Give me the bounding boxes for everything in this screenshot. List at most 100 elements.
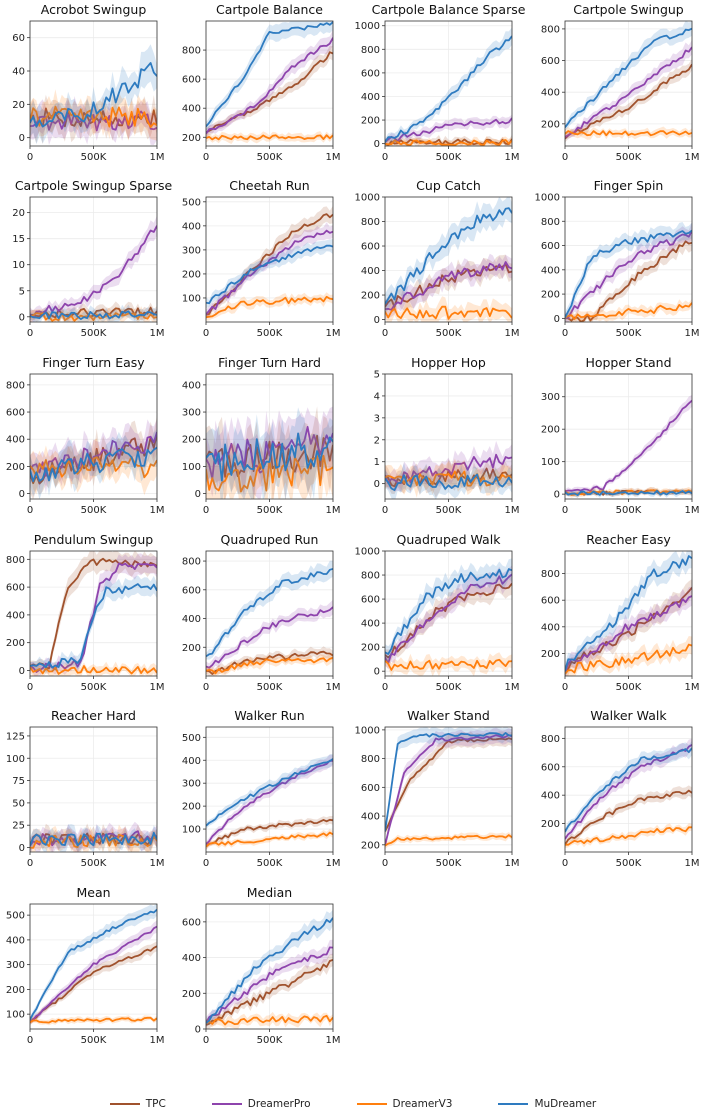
panel-hopper-hop: Hopper Hop 0 1 2 3 4 5 0 500K 1M xyxy=(374,355,520,516)
y-tick-label: 800 xyxy=(541,734,560,745)
x-tick-label: 500K xyxy=(616,682,642,693)
x-tick-label: 0 xyxy=(203,858,209,869)
y-tick-label: 4 xyxy=(374,391,380,402)
y-tick-label: 20 xyxy=(12,208,25,219)
y-tick-label: 400 xyxy=(182,756,201,767)
y-tick-label: 1000 xyxy=(355,193,380,204)
panel-title-cup-catch: Cup Catch xyxy=(416,178,481,193)
series-line-quadruped-walk-dreamerv3 xyxy=(385,658,512,671)
x-tick-label: 500K xyxy=(257,682,283,693)
y-tick-label: 0 xyxy=(374,139,380,150)
band-quadruped-run-mudreamer xyxy=(206,560,333,660)
y-tick-label: 15 xyxy=(12,234,25,245)
panel-cartpole-swingup-sparse: Cartpole Swingup Sparse 0 5 10 15 20 0 500K 1M xyxy=(12,178,172,339)
y-tick-label: 200 xyxy=(6,462,25,473)
x-tick-label: 0 xyxy=(382,505,388,516)
panel-finger-turn-easy: Finger Turn Easy 0 200 400 600 800 0 500K 1M xyxy=(6,355,165,516)
panel-title-walker-walk: Walker Walk xyxy=(590,708,667,723)
y-tick-label: 400 xyxy=(541,622,560,633)
band-walker-run-dreamerpro xyxy=(206,754,333,847)
band-acrobot-swingup-mudreamer xyxy=(30,44,157,145)
y-tick-label: 0 xyxy=(374,667,380,678)
panel-median: Median 0 200 400 600 0 500K 1M xyxy=(182,885,341,1046)
x-tick-label: 1M xyxy=(685,152,700,163)
x-tick-label: 0 xyxy=(562,328,568,339)
legend-item-mudreamer: MuDreamer xyxy=(498,1098,596,1110)
series-line-hopper-stand-dreamerpro xyxy=(565,399,692,493)
series-line-reacher-easy-dreamerv3 xyxy=(565,643,692,675)
y-tick-label: 400 xyxy=(6,610,25,621)
band-reacher-easy-dreamerv3 xyxy=(565,636,692,676)
x-tick-label: 1M xyxy=(150,858,165,869)
band-cartpole-swingup-sparse-tpc xyxy=(30,301,157,322)
panel-title-acrobot-swingup: Acrobot Swingup xyxy=(41,2,147,17)
panel-cup-catch: Cup Catch 0 200 400 600 800 1000 0 500K 1M xyxy=(355,178,520,339)
band-walker-walk-dreamerpro xyxy=(565,738,692,842)
y-tick-label: 500 xyxy=(182,733,201,744)
panel-cartpole-swingup: Cartpole Swingup 200 400 600 800 0 500K 1M xyxy=(541,2,700,163)
series-line-walker-run-mudreamer xyxy=(206,758,333,827)
series-line-cartpole-balance-sparse-tpc xyxy=(385,138,512,146)
series-line-reacher-hard-mudreamer xyxy=(30,831,157,847)
series-line-walker-run-dreamerv3 xyxy=(206,831,333,848)
band-walker-stand-dreamerv3 xyxy=(385,832,512,850)
x-tick-label: 500K xyxy=(436,682,462,693)
y-tick-label: 1000 xyxy=(355,547,380,558)
y-tick-label: 300 xyxy=(182,408,201,419)
x-tick-label: 500K xyxy=(81,1035,107,1046)
legend-swatch-tpc xyxy=(109,1102,140,1106)
y-tick-label: 0 xyxy=(195,1025,201,1036)
series-line-quadruped-walk-dreamerpro xyxy=(385,573,512,665)
y-tick-label: 600 xyxy=(541,56,560,67)
y-tick-label: 400 xyxy=(182,104,201,115)
y-tick-label: 300 xyxy=(541,392,560,403)
x-tick-label: 1M xyxy=(505,682,520,693)
series-line-cartpole-balance-sparse-dreamerv3 xyxy=(385,139,512,146)
y-tick-label: 800 xyxy=(361,571,380,582)
y-tick-label: 20 xyxy=(12,100,25,111)
panel-title-cartpole-swingup-sparse: Cartpole Swingup Sparse xyxy=(15,178,173,193)
series-line-cup-catch-tpc xyxy=(385,263,512,308)
y-tick-label: 100 xyxy=(6,754,25,765)
y-tick-label: 1000 xyxy=(535,193,560,204)
panel-title-walker-run: Walker Run xyxy=(234,708,304,723)
band-reacher-easy-dreamerpro xyxy=(565,586,692,676)
y-tick-label: 400 xyxy=(182,221,201,232)
panel-quadruped-walk: Quadruped Walk 0 200 400 600 800 1000 0 500K 1M xyxy=(355,532,520,693)
x-tick-label: 500K xyxy=(257,328,283,339)
band-cheetah-run-dreamerpro xyxy=(206,222,333,320)
x-tick-label: 500K xyxy=(257,1035,283,1046)
y-tick-label: 200 xyxy=(361,116,380,127)
band-quadruped-walk-dreamerv3 xyxy=(385,652,512,676)
legend-swatch-dreamerpro xyxy=(211,1102,242,1106)
y-tick-label: 400 xyxy=(361,619,380,630)
y-tick-label: 200 xyxy=(361,840,380,851)
y-tick-label: 200 xyxy=(541,819,560,830)
series-line-pendulum-swingup-tpc xyxy=(30,557,157,670)
y-tick-label: 60 xyxy=(12,33,25,44)
y-tick-label: 200 xyxy=(182,802,201,813)
legend: TPC DreamerPro DreamerV3 MuDreamer xyxy=(0,1093,706,1115)
panel-finger-spin: Finger Spin 0 200 400 600 800 1000 0 500K 1M xyxy=(535,178,700,339)
y-tick-label: 200 xyxy=(182,435,201,446)
series-line-cartpole-balance-sparse-dreamerpro xyxy=(385,117,512,143)
y-tick-label: 300 xyxy=(182,245,201,256)
series-line-cheetah-run-dreamerv3 xyxy=(206,295,333,319)
x-tick-label: 0 xyxy=(382,328,388,339)
series-line-acrobot-swingup-dreamerv3 xyxy=(30,105,157,128)
x-tick-label: 500K xyxy=(81,328,107,339)
series-line-walker-stand-mudreamer xyxy=(385,732,512,832)
y-tick-label: 0 xyxy=(195,489,201,500)
series-line-median-dreamerv3 xyxy=(206,1014,333,1026)
panel-pendulum-swingup: Pendulum Swingup 0 200 400 600 800 0 500K 1M xyxy=(6,532,165,693)
y-tick-label: 800 xyxy=(182,557,201,568)
y-tick-label: 0 xyxy=(374,479,380,490)
x-tick-label: 1M xyxy=(150,682,165,693)
y-tick-label: 600 xyxy=(6,583,25,594)
panel-quadruped-run: Quadruped Run 200 400 600 800 0 500K 1M xyxy=(182,532,341,693)
legend-item-dreamerv3: DreamerV3 xyxy=(356,1098,452,1110)
series-line-cup-catch-mudreamer xyxy=(385,207,512,305)
series-line-median-dreamerpro xyxy=(206,946,333,1024)
y-tick-label: 5 xyxy=(19,286,25,297)
x-tick-label: 0 xyxy=(27,328,33,339)
